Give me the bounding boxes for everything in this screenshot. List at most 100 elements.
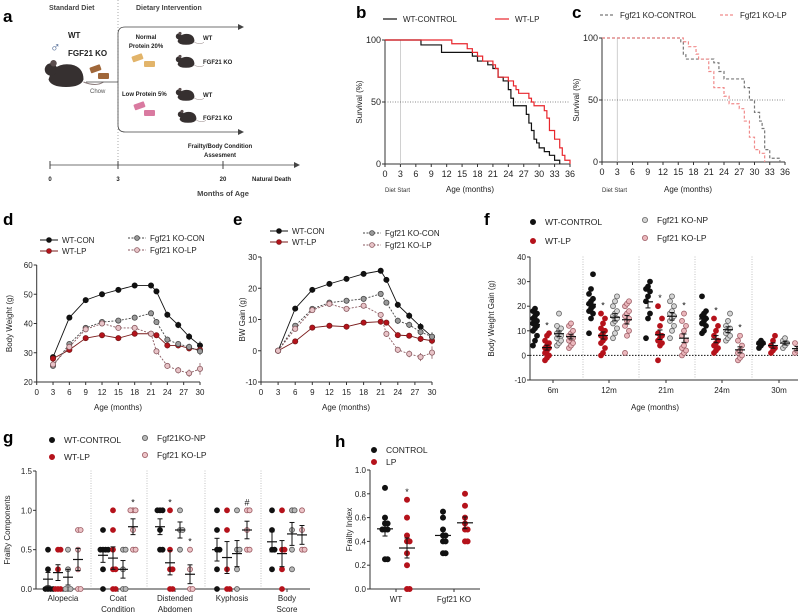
x-tick-label: 0 [34,388,39,397]
legend-marker [530,218,537,225]
data-point [464,538,471,545]
data-point [153,288,160,295]
mouse-body [48,64,84,87]
data-point [568,320,574,327]
data-point [428,349,435,356]
x-tick-label: 21 [488,169,498,179]
data-point [326,300,333,307]
mouse-tail [194,42,205,44]
data-point [671,322,677,329]
data-point [384,556,391,563]
data-point [62,586,69,592]
genotype-wt: WT [68,31,81,40]
data-point [530,342,536,349]
data-point [246,507,253,514]
data-point [214,586,220,592]
data-point [417,335,424,342]
data-point [737,332,743,339]
significance-marker: * [405,487,409,497]
legend-label: Fgf21 KO-LP [740,11,787,20]
data-point [542,337,548,344]
x-axis-title: Age (months) [322,403,370,412]
data-point [279,586,285,592]
y-tick-label: 10 [248,316,257,325]
data-point [645,283,651,290]
data-point [406,312,413,319]
panel-label: f [484,210,490,229]
data-point [99,320,106,327]
data-point [570,327,576,334]
data-point [377,311,384,318]
legend-marker [49,453,56,460]
data-point [292,338,299,345]
category-label: Abdomen [158,605,192,614]
data-point [226,586,233,592]
x-tick-label: 21 [376,388,385,397]
data-point [164,311,171,318]
legend-label: WT-LP [515,15,539,24]
dietary-intervention-heading: Dietary Intervention [136,5,202,12]
group-label: FGF21 KO [203,60,233,66]
legend-label: Fgf21KO-NP [157,433,206,443]
data-point [588,286,594,292]
category-label: Coat [110,594,128,603]
x-tick-label: 36 [565,169,575,179]
legend-marker [369,242,375,248]
panel-label: g [3,428,13,447]
data-point [645,315,651,322]
mouse-ear [180,109,184,113]
data-point [110,527,116,533]
data-point [42,586,49,592]
data-point [612,298,618,305]
data-point [122,546,129,553]
data-point [701,327,707,334]
timeline-title: Months of Age [197,189,249,198]
legend-marker [134,235,140,241]
data-point [269,566,275,573]
data-point [50,355,57,362]
category-label: Score [277,605,298,614]
data-point [164,336,171,343]
panel-label: d [3,210,13,229]
data-point [289,546,295,553]
data-point [115,335,122,342]
y-tick-label: 0.0 [21,585,33,594]
category-label: Kyphosis [216,594,248,603]
data-point [122,586,129,592]
data-point [52,586,59,592]
category-label: 30m [771,386,787,395]
data-point [100,566,106,573]
y-tick-label: 0.2 [355,561,367,570]
legend-label: WT-CONTROL [403,15,457,24]
mouse-icon [177,109,207,123]
significance-marker: * [682,301,686,311]
diet-start-label: Diet Start [602,188,627,194]
data-point [115,324,122,331]
data-point [439,508,446,515]
data-point [224,507,230,514]
x-tick-label: 6 [67,388,72,397]
x-tick-label: 33 [550,169,560,179]
data-point [132,546,139,553]
x-tick-label: 12 [98,388,107,397]
arrow-head-icon [294,162,300,168]
data-point [683,322,689,329]
category-label: Distended [157,594,193,603]
data-point [417,328,424,335]
y-tick-label: -10 [245,378,257,387]
data-point [624,332,630,339]
data-point [214,527,220,533]
legend-label: Fgf21 KO-LP [657,233,707,243]
legend-label: Fgf21 KO-NP [657,215,708,225]
data-point [115,286,122,293]
x-tick-label: 18 [472,169,482,179]
x-tick-label: 15 [457,169,467,179]
data-point [131,330,138,337]
legend-marker [370,458,377,465]
data-point [131,282,138,289]
y-tick-label: 50 [588,95,598,105]
y-tick-label: 40 [24,320,33,329]
data-point [167,507,173,514]
data-point [175,321,182,328]
legend-marker [369,230,375,236]
